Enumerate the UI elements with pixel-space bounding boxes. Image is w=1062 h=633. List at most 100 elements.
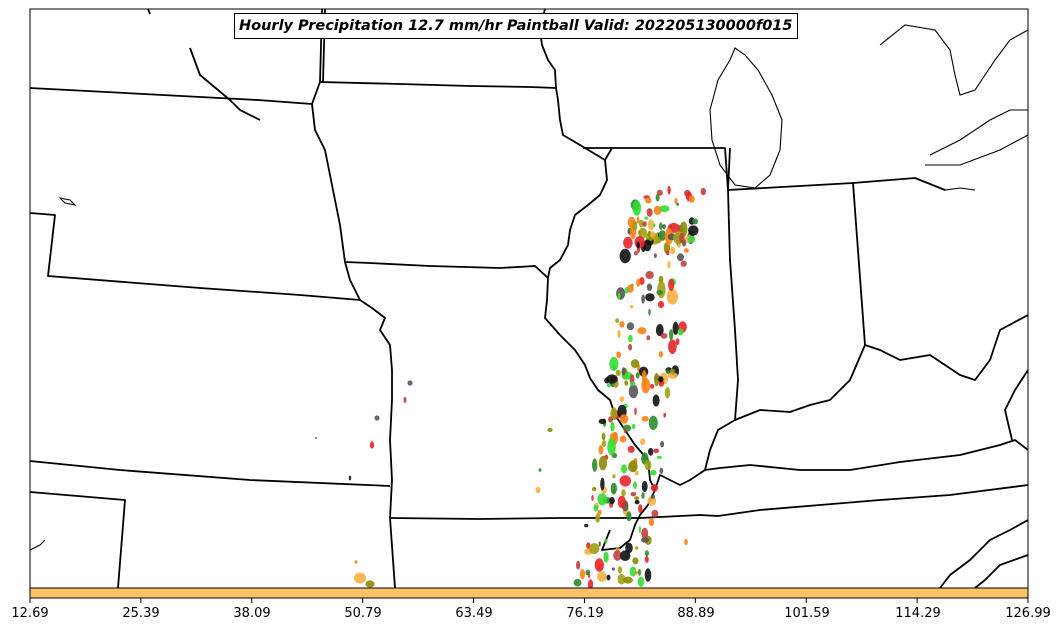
colorbar: [29, 587, 1029, 599]
precip-blob: [642, 221, 647, 227]
paintball-precipitation: [315, 185, 706, 590]
precip-blob: [617, 292, 621, 300]
precip-blob: [629, 460, 638, 473]
precip-blob: [353, 572, 367, 584]
precip-blob: [637, 576, 645, 587]
precip-blob: [594, 558, 604, 572]
precip-blob: [403, 396, 407, 404]
tick-label: 88.89: [677, 606, 715, 621]
precip-blob: [612, 474, 616, 479]
precip-blob: [636, 278, 641, 287]
precip-blob: [629, 305, 634, 309]
precip-blob: [640, 438, 646, 445]
precip-blob: [595, 513, 601, 523]
precip-blob: [611, 567, 615, 571]
precip-blob: [598, 455, 608, 471]
precip-blob: [617, 329, 621, 339]
precip-blob: [659, 467, 664, 474]
precip-blob: [617, 566, 623, 574]
precip-blob: [636, 241, 640, 249]
precip-blob: [634, 499, 640, 505]
precip-blob: [644, 555, 649, 563]
precip-blob: [634, 250, 638, 256]
precip-blob: [639, 277, 645, 285]
precip-blob: [610, 482, 617, 495]
precip-blob: [621, 367, 626, 376]
precip-blob: [653, 223, 656, 227]
precip-blob: [628, 384, 639, 399]
precip-blob: [617, 495, 626, 509]
precip-blob: [654, 372, 659, 387]
precip-blob: [650, 384, 655, 389]
tick-label: 126.99: [1005, 606, 1051, 621]
precip-blob: [630, 492, 637, 497]
precip-blob: [648, 308, 651, 316]
precip-blob: [646, 335, 651, 341]
precip-blob: [645, 271, 654, 279]
precip-blob: [648, 517, 655, 527]
precip-blob: [637, 568, 642, 576]
precip-blob: [684, 538, 688, 546]
precip-blob: [644, 550, 650, 557]
precip-blob: [622, 424, 632, 432]
precip-blob: [619, 475, 631, 487]
precip-blob: [365, 580, 375, 588]
precip-blob: [641, 537, 649, 543]
precip-blob: [615, 318, 620, 323]
precip-blob: [646, 283, 653, 291]
precip-blob: [619, 248, 631, 264]
precip-blob: [374, 415, 380, 421]
precip-blob: [650, 494, 655, 499]
precip-blob: [592, 486, 597, 492]
precip-blob: [616, 287, 626, 300]
precip-blob: [638, 504, 643, 514]
precip-blob: [634, 471, 639, 476]
precip-blob: [656, 455, 662, 460]
precip-blob: [655, 324, 664, 337]
precip-blob: [354, 560, 358, 564]
precip-blob: [657, 300, 665, 309]
precip-blob: [607, 438, 616, 456]
precip-blob: [624, 287, 629, 294]
precip-blob: [653, 448, 660, 453]
precip-blob: [641, 492, 645, 499]
precip-blob: [535, 486, 541, 494]
precip-blob: [609, 497, 615, 505]
precip-blob: [668, 278, 675, 291]
tick-label: 50.79: [344, 606, 382, 621]
precip-blob: [644, 216, 649, 220]
precip-blob: [616, 351, 621, 359]
precip-blob: [593, 504, 599, 512]
precip-blob: [603, 551, 609, 563]
precip-blob: [660, 441, 665, 448]
precip-blob: [589, 543, 600, 555]
tick-label: 25.39: [122, 606, 160, 621]
precip-blob: [634, 407, 637, 416]
map-title: Hourly Precipitation 12.7 mm/hr Paintbal…: [234, 13, 798, 39]
precip-blob: [667, 185, 671, 195]
precip-blob: [654, 253, 657, 258]
precip-blob: [700, 187, 706, 196]
precip-blob: [598, 541, 601, 547]
precip-blob: [617, 573, 626, 585]
precip-blob: [677, 253, 684, 262]
precip-blob: [615, 369, 621, 376]
precip-blob: [683, 248, 689, 253]
precip-blob: [576, 560, 581, 570]
precip-blob: [631, 423, 636, 429]
precip-blob: [680, 260, 687, 267]
precip-blob: [650, 484, 659, 492]
precip-blob: [635, 546, 639, 550]
precip-blob: [573, 578, 582, 587]
precip-blob: [627, 445, 635, 453]
precip-blob: [601, 440, 607, 447]
precip-blob: [598, 418, 607, 425]
precip-blob: [669, 329, 674, 341]
precip-blob: [659, 222, 663, 230]
precip-blob: [547, 428, 553, 432]
precip-blob: [645, 197, 652, 204]
precip-blob: [579, 568, 586, 580]
precip-blob: [664, 387, 671, 399]
precip-blob: [620, 550, 631, 561]
